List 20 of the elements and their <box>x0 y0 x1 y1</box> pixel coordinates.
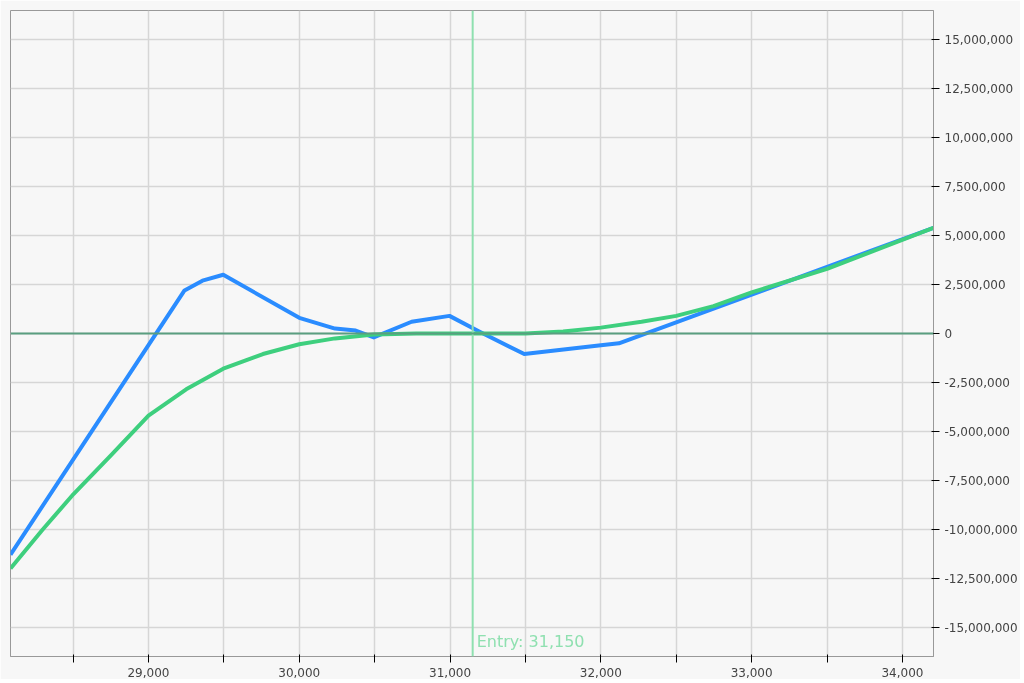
x-tick-label: 31,000 <box>429 665 472 680</box>
y-tick-label: 5,000,000 <box>944 229 1006 244</box>
y-tick-label: 12,500,000 <box>944 82 1014 97</box>
x-tick-label: 32,000 <box>579 665 622 680</box>
y-tick-label: 7,500,000 <box>944 180 1006 195</box>
y-tick-label: -7,500,000 <box>944 473 1010 488</box>
y-tick-label: 10,000,000 <box>944 131 1014 146</box>
y-tick-label: -2,500,000 <box>944 375 1010 390</box>
x-tick-label: 30,000 <box>278 665 321 680</box>
x-tick-label: 29,000 <box>127 665 170 680</box>
y-tick-label: -12,500,000 <box>944 571 1018 586</box>
ref-line-label: Entry: 31,150 <box>476 631 585 651</box>
y-tick-label: -5,000,000 <box>944 424 1010 439</box>
y-tick-label: -15,000,000 <box>944 620 1018 635</box>
x-tick-label: 33,000 <box>730 665 773 680</box>
x-tick-label: 34,000 <box>881 665 924 680</box>
y-tick-label: 0 <box>944 327 953 341</box>
y-tick-label: 2,500,000 <box>944 278 1006 293</box>
y-tick-label: -10,000,000 <box>944 522 1018 537</box>
y-tick-label: 15,000,000 <box>944 33 1014 48</box>
